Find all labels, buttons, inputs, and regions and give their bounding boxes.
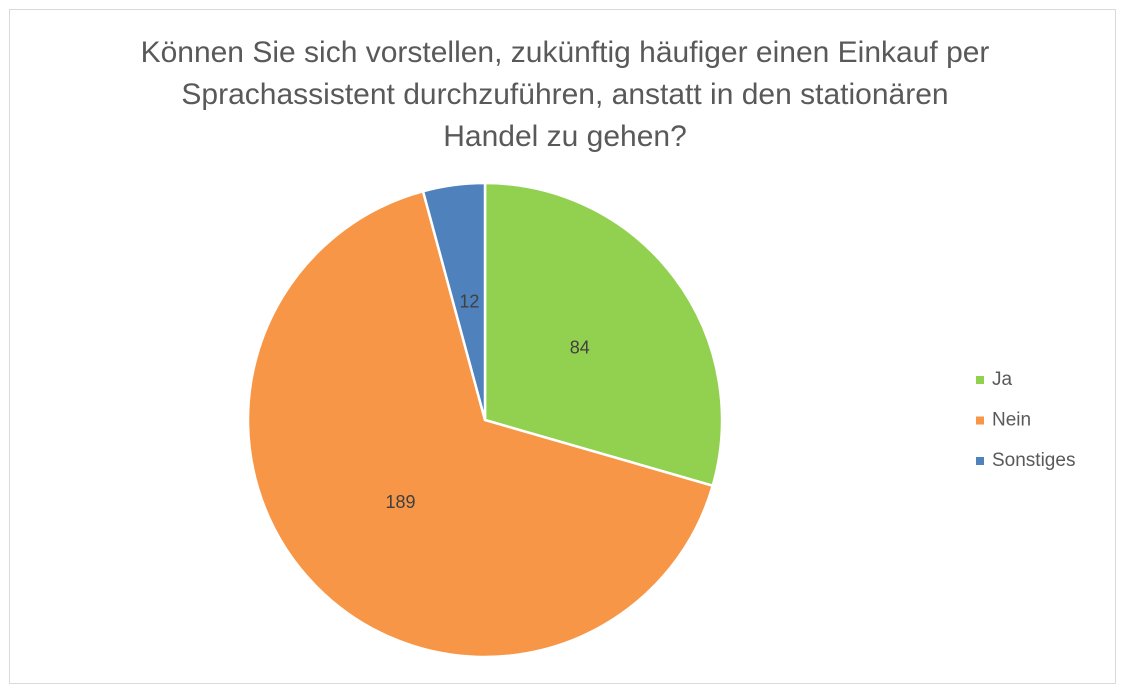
chart-title: Können Sie sich vorstellen, zukünftig hä… [140, 36, 990, 153]
legend-label: Sonstiges [992, 450, 1075, 471]
chart-frame [9, 9, 1116, 684]
pie-slice [483, 181, 724, 488]
legend-label: Nein [992, 410, 1031, 431]
legend-swatch [976, 457, 984, 465]
data-label: 189 [385, 492, 415, 512]
pie-slice [246, 189, 715, 659]
data-label: 12 [459, 291, 479, 311]
legend-label: Ja [992, 369, 1013, 390]
legend-swatch [976, 376, 984, 384]
legend-swatch [976, 416, 984, 425]
data-label: 84 [570, 338, 590, 358]
pie-slice [421, 181, 487, 421]
